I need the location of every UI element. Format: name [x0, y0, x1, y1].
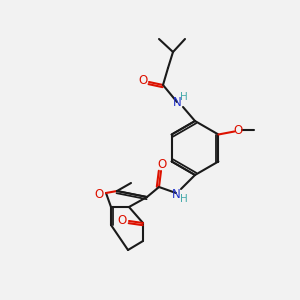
Text: O: O — [234, 124, 243, 137]
Text: H: H — [180, 194, 188, 204]
Text: O: O — [117, 214, 127, 227]
Text: O: O — [94, 188, 103, 200]
Text: O: O — [138, 74, 148, 88]
Text: O: O — [158, 158, 166, 172]
Text: H: H — [180, 92, 188, 102]
Text: N: N — [172, 188, 180, 200]
Text: N: N — [172, 95, 182, 109]
